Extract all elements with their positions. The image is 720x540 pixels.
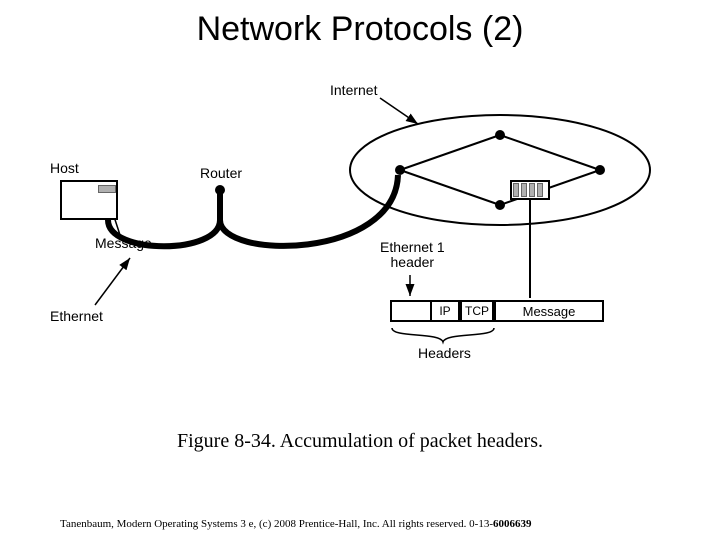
packet-message: Message bbox=[494, 300, 604, 322]
eth1-l2: header bbox=[391, 254, 435, 270]
packet-eth-gap bbox=[390, 300, 430, 322]
page-title: Network Protocols (2) bbox=[0, 10, 720, 49]
eth1-l1: Ethernet 1 bbox=[380, 239, 445, 255]
diagram-area: IP TCP Message Host Router Internet Mess… bbox=[40, 80, 680, 380]
tcp-label: TCP bbox=[465, 304, 489, 318]
router-label: Router bbox=[200, 165, 242, 181]
packet-ip: IP bbox=[430, 300, 460, 322]
router-slot bbox=[513, 183, 519, 197]
router-slot bbox=[529, 183, 535, 197]
message-label: Message bbox=[95, 235, 152, 251]
headers-brace bbox=[392, 328, 494, 342]
router-slot bbox=[521, 183, 527, 197]
router-slot bbox=[537, 183, 543, 197]
headers-label: Headers bbox=[418, 345, 471, 361]
packet-tcp: TCP bbox=[460, 300, 494, 322]
footer-isbn: 6006639 bbox=[493, 518, 532, 530]
node bbox=[395, 165, 405, 175]
router-node bbox=[215, 185, 225, 195]
diagram-svg bbox=[40, 80, 680, 380]
footer-text: Tanenbaum, Modern Operating Systems 3 e,… bbox=[60, 518, 493, 530]
internet-label: Internet bbox=[330, 82, 377, 98]
figure-caption: Figure 8-34. Accumulation of packet head… bbox=[0, 430, 720, 453]
node bbox=[595, 165, 605, 175]
edge bbox=[500, 135, 600, 170]
ip-label: IP bbox=[439, 304, 450, 318]
ethernet-cable-right bbox=[220, 175, 398, 246]
node bbox=[495, 200, 505, 210]
edge bbox=[400, 170, 500, 205]
message-right-label: Message bbox=[523, 304, 576, 319]
host-slot bbox=[98, 185, 116, 193]
host-label: Host bbox=[50, 160, 79, 176]
eth1-header-label: Ethernet 1 header bbox=[380, 240, 445, 271]
internet-arrow bbox=[380, 98, 418, 124]
edge bbox=[400, 135, 500, 170]
node bbox=[495, 130, 505, 140]
ethernet-arrow bbox=[95, 258, 130, 305]
ethernet-label: Ethernet bbox=[50, 308, 103, 324]
footer-citation: Tanenbaum, Modern Operating Systems 3 e,… bbox=[60, 518, 532, 530]
